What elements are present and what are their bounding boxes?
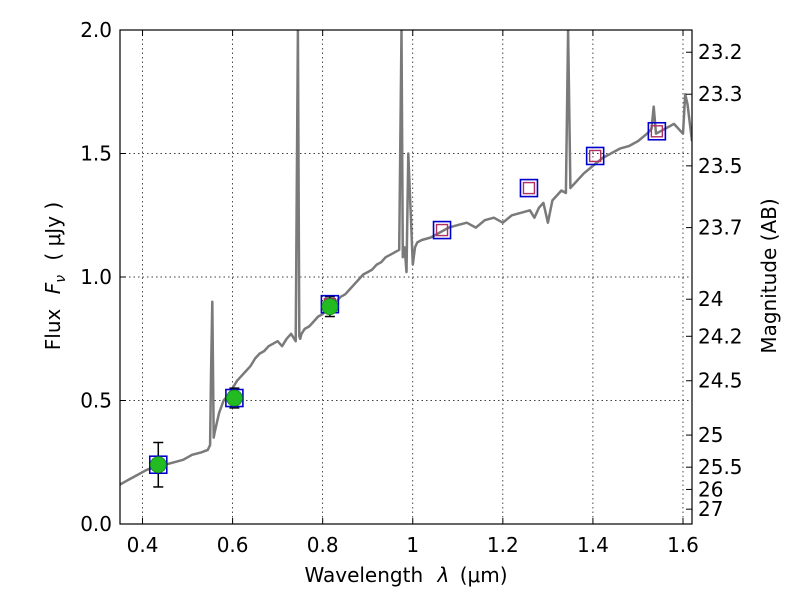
y-axis-label: Flux Fν ( μJy ): [41, 202, 70, 350]
observed-point: [225, 389, 243, 407]
y-tick-label: 2.0: [80, 18, 112, 42]
y2-tick-label: 25: [698, 423, 723, 447]
y2-axis-label: Magnitude (AB): [757, 198, 781, 353]
observed-point: [321, 298, 339, 316]
model-point-inner: [522, 181, 536, 195]
x-axis-label-unit: (μm): [460, 563, 508, 587]
y-axis-label-main: Flux: [41, 308, 65, 350]
y2-tick-label: 26: [698, 477, 723, 501]
y2-tick-label: 23.3: [698, 82, 743, 106]
y2-tick-label: 25.5: [698, 455, 743, 479]
y-axis-label-subscript: ν: [53, 275, 69, 283]
model-point-square: [519, 178, 539, 198]
model-point-inner: [588, 149, 602, 163]
x-tick-label: 0.6: [217, 533, 249, 557]
observed-point: [149, 456, 167, 474]
data-layer: [120, 30, 692, 488]
x-axis-label-main: Wavelength: [304, 563, 423, 587]
y2-tick-label: 23.7: [698, 216, 743, 240]
x-axis-label-symbol: λ: [437, 563, 450, 587]
y-axis-label-symbol: F: [41, 282, 65, 294]
x-tick-label: 1.4: [577, 533, 609, 557]
y-axis-label-unit: ( μJy ): [41, 202, 65, 261]
y-tick-label: 0.5: [80, 389, 112, 413]
y2-tick-label: 24.2: [698, 324, 743, 348]
model-point-square: [647, 121, 667, 141]
y-tick-label: 1.0: [80, 265, 112, 289]
x-tick-label: 1.2: [487, 533, 519, 557]
y-tick-label: 0.0: [80, 512, 112, 536]
y2-tick-label: 27: [698, 497, 723, 521]
model-point-inner: [650, 125, 664, 138]
y2-tick-label: 23.5: [698, 154, 743, 178]
x-tick-label: 1: [406, 533, 419, 557]
y-tick-label: 1.5: [80, 142, 112, 166]
x-tick-label: 0.4: [127, 533, 159, 557]
x-tick-label: 0.8: [307, 533, 339, 557]
model-point-square: [225, 388, 244, 408]
y2-tick-label: 24: [698, 287, 723, 311]
model-point-inner: [435, 223, 449, 237]
spectrum-line: [120, 30, 692, 486]
model-point-square: [432, 220, 452, 240]
y2-tick-label: 23.2: [698, 40, 743, 64]
model-point-square: [148, 455, 168, 475]
y2-tick-label: 24.5: [698, 369, 743, 393]
x-tick-label: 1.6: [667, 533, 699, 557]
x-axis-label: Wavelength λ (μm): [304, 563, 507, 587]
tick-layer: 0.4 0.6 0.8 1 1.2 1.4 1.6 0.0 0.5 1.0 1.5 2.0 23.2 23…: [80, 18, 742, 557]
model-point-square: [585, 146, 605, 166]
